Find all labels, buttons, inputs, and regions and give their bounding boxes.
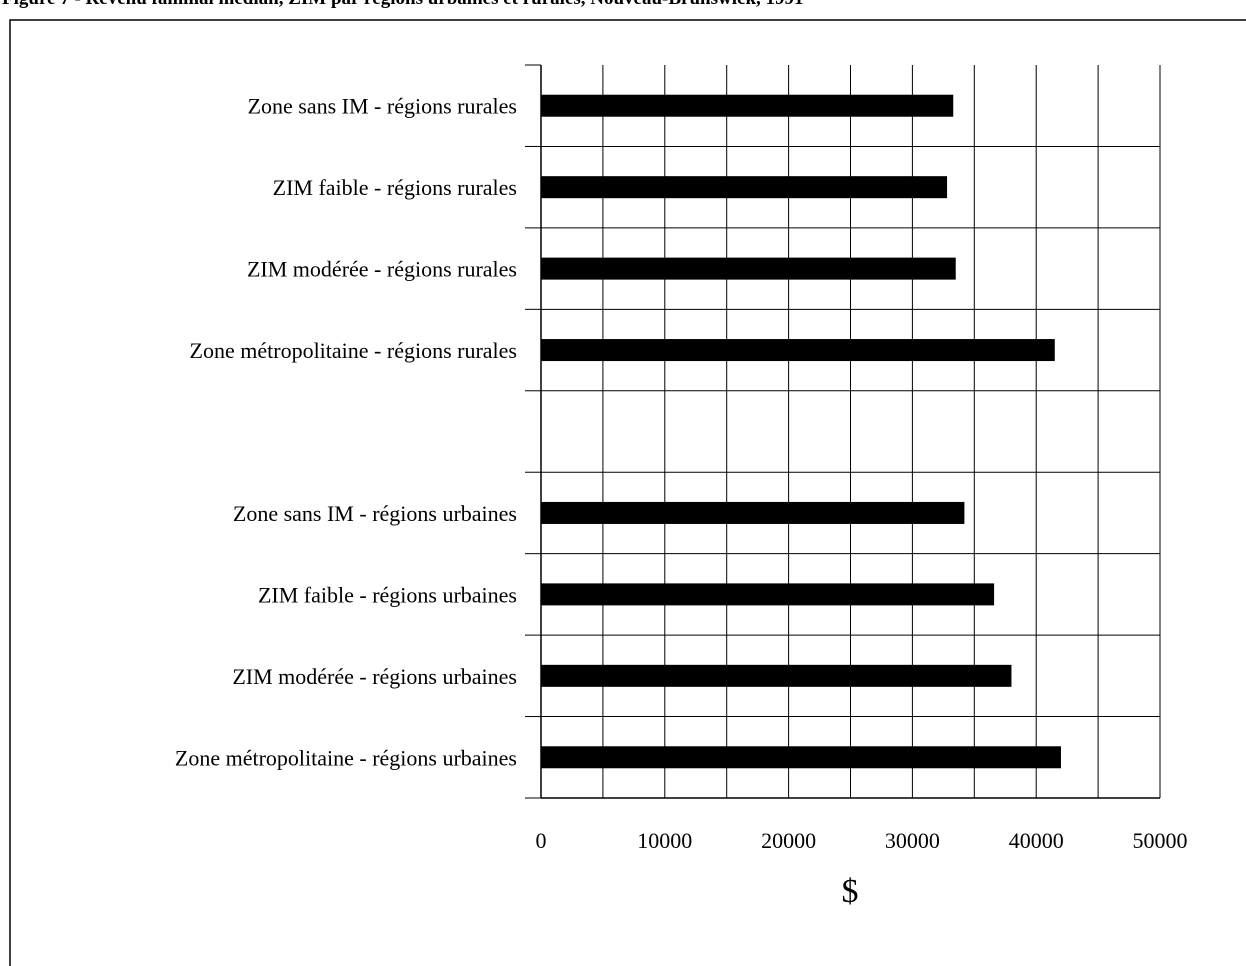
bar	[541, 176, 948, 199]
x-tick-label: 0	[536, 828, 547, 853]
x-tick-label: 50000	[1133, 828, 1188, 853]
chart-frame	[9, 19, 1246, 966]
bar	[541, 664, 1012, 687]
page-title: Figure 7 - Revenu familial médian, ZIM p…	[2, 0, 1242, 8]
category-label: Zone sans IM - régions urbaines	[233, 501, 517, 526]
category-label: ZIM faible - régions urbaines	[258, 582, 517, 607]
bar	[541, 501, 965, 524]
x-tick-label: 10000	[637, 828, 692, 853]
x-tick-labels: 0 10000 20000 30000 40000 50000	[536, 828, 1188, 853]
category-labels: Zone sans IM - régions rurales ZIM faible…	[175, 94, 517, 771]
category-label: ZIM modérée - régions urbaines	[232, 664, 517, 689]
category-label: Zone métropolitaine - régions rurales	[190, 338, 517, 363]
bar	[541, 257, 956, 280]
bar	[541, 746, 1061, 769]
x-tick-label: 30000	[885, 828, 940, 853]
x-tick-label: 40000	[1009, 828, 1064, 853]
bar	[541, 583, 995, 606]
category-label: Zone métropolitaine - régions urbaines	[175, 745, 517, 770]
grid-lines	[541, 65, 1161, 798]
category-label: ZIM modérée - régions rurales	[247, 257, 517, 282]
x-tick-label: 20000	[761, 828, 816, 853]
axes	[525, 64, 1160, 799]
x-axis-title: $	[842, 873, 859, 910]
bar	[541, 339, 1055, 362]
bars	[541, 94, 1061, 769]
bar	[541, 94, 954, 117]
category-label: ZIM faible - régions rurales	[273, 175, 517, 200]
category-label: Zone sans IM - régions rurales	[248, 94, 517, 119]
